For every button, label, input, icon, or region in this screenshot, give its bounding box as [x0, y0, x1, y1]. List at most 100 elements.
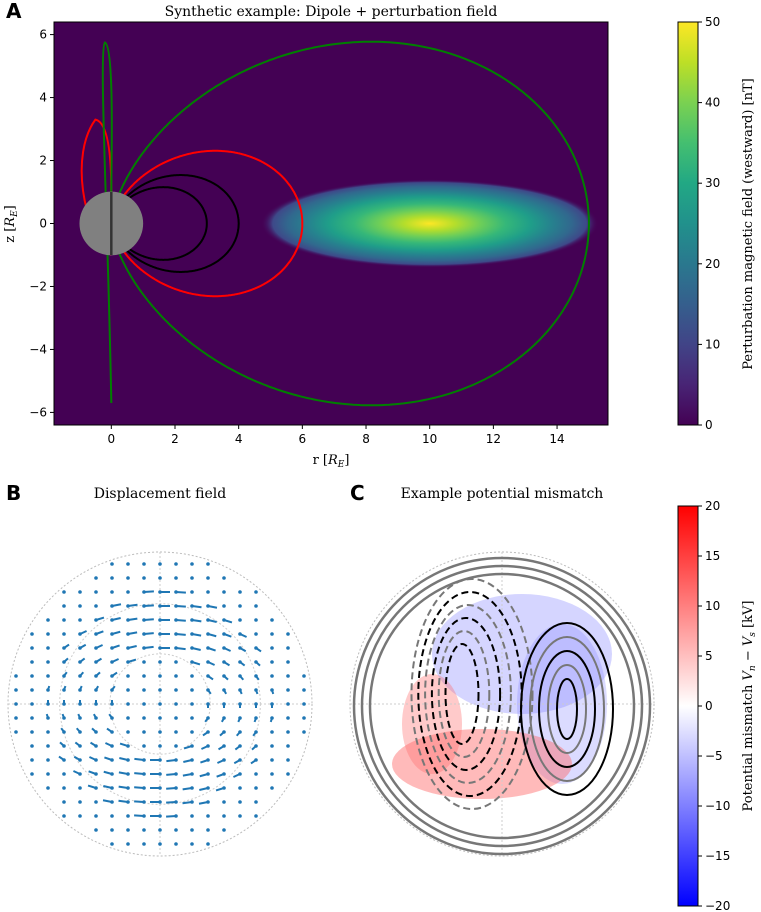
- displacement-vector: [166, 801, 177, 804]
- displacement-point: [142, 660, 146, 664]
- displacement-vector: [175, 591, 186, 594]
- displacement-point: [78, 618, 82, 622]
- displacement-point: [142, 744, 146, 748]
- displacement-point: [78, 786, 82, 790]
- displacement-vector: [175, 647, 186, 651]
- displacement-vector: [60, 727, 65, 733]
- displacement-point: [206, 576, 210, 580]
- displacement-vector: [175, 605, 186, 608]
- displacement-point: [190, 590, 194, 594]
- displacement-vector: [191, 605, 202, 609]
- displacement-point: [94, 800, 98, 804]
- displacement-point: [30, 730, 34, 734]
- displacement-vector: [191, 661, 201, 666]
- displacement-vector: [200, 759, 209, 764]
- displacement-vector: [191, 647, 201, 651]
- displacement-point: [62, 814, 66, 818]
- y-tick-label: −2: [29, 279, 47, 293]
- contour-negative: [424, 604, 512, 784]
- displacement-point: [286, 632, 290, 636]
- displacement-point: [206, 842, 210, 846]
- displacement-vector: [111, 658, 120, 663]
- displacement-vector: [74, 741, 81, 747]
- cbar-a-tick-label: 30: [705, 176, 720, 190]
- displacement-point: [142, 576, 146, 580]
- x-tick-label: 2: [171, 432, 179, 446]
- displacement-point: [110, 814, 114, 818]
- displacement-point: [254, 786, 258, 790]
- displacement-vector: [79, 671, 85, 677]
- displacement-point: [30, 772, 34, 776]
- cbar-c-tick-label: 10: [705, 599, 720, 613]
- displacement-vector: [119, 742, 129, 747]
- displacement-point: [190, 730, 194, 734]
- x-tick-label: 12: [486, 432, 501, 446]
- displacement-point: [158, 842, 162, 846]
- displacement-vector: [239, 633, 248, 638]
- displacement-point: [94, 604, 98, 608]
- displacement-vector: [183, 759, 193, 763]
- y-tick-label: 6: [39, 28, 47, 42]
- displacement-vector: [215, 787, 225, 792]
- displacement-vector: [207, 633, 217, 638]
- displacement-point: [174, 716, 178, 720]
- contour-negative: [437, 630, 491, 758]
- displacement-point: [174, 730, 178, 734]
- displacement-point: [14, 674, 18, 678]
- displacement-point: [14, 716, 18, 720]
- displacement-point: [254, 590, 258, 594]
- displacement-point: [46, 632, 50, 636]
- displacement-point: [286, 730, 290, 734]
- displacement-point: [286, 646, 290, 650]
- displacement-vector: [143, 590, 154, 593]
- displacement-point: [238, 604, 242, 608]
- displacement-vector: [233, 759, 241, 765]
- displacement-point: [126, 562, 130, 566]
- displacement-point: [174, 744, 178, 748]
- displacement-vector: [79, 685, 83, 691]
- displacement-vector: [95, 616, 105, 621]
- displacement-vector: [102, 799, 113, 803]
- displacement-vector: [72, 770, 81, 775]
- displacement-point: [286, 660, 290, 664]
- displacement-point: [158, 730, 162, 734]
- displacement-point: [270, 786, 274, 790]
- displacement-point: [190, 716, 194, 720]
- displacement-point: [206, 814, 210, 818]
- panel-a-colorbar: 0 10 20 30 40 50 Perturbation magnetic field …: [677, 15, 756, 432]
- displacement-vector: [166, 759, 177, 763]
- displacement-point: [142, 842, 146, 846]
- displacement-point: [174, 660, 178, 664]
- displacement-vector: [207, 619, 217, 623]
- displacement-vector: [111, 685, 116, 691]
- displacement-vector: [202, 731, 209, 737]
- displacement-point: [126, 814, 130, 818]
- displacement-point: [254, 800, 258, 804]
- displacement-point: [158, 716, 162, 720]
- displacement-point: [78, 590, 82, 594]
- y-tick-label: −4: [29, 342, 47, 356]
- displacement-vector: [200, 745, 209, 750]
- panel-a-ylabel: z [RE]: [3, 205, 20, 243]
- displacement-vector: [183, 745, 193, 750]
- displacement-vector: [175, 633, 186, 636]
- displacement-point: [110, 590, 114, 594]
- displacement-vector: [106, 727, 113, 733]
- cbar-c-tick-label: 15: [705, 549, 720, 563]
- displacement-vector: [255, 647, 262, 653]
- displacement-vector: [134, 757, 145, 761]
- displacement-point: [222, 576, 226, 580]
- displacement-vector: [250, 759, 257, 765]
- displacement-point: [254, 814, 258, 818]
- displacement-point: [30, 674, 34, 678]
- displacement-point: [46, 674, 50, 678]
- displacement-vector: [134, 786, 145, 789]
- displacement-point: [254, 772, 258, 776]
- cbar-c-tick-label: 5: [705, 649, 713, 663]
- displacement-point: [222, 828, 226, 832]
- displacement-vector: [111, 617, 121, 621]
- displacement-point: [270, 674, 274, 678]
- displacement-vector: [143, 632, 154, 635]
- displacement-point: [174, 828, 178, 832]
- displacement-vector: [166, 787, 177, 790]
